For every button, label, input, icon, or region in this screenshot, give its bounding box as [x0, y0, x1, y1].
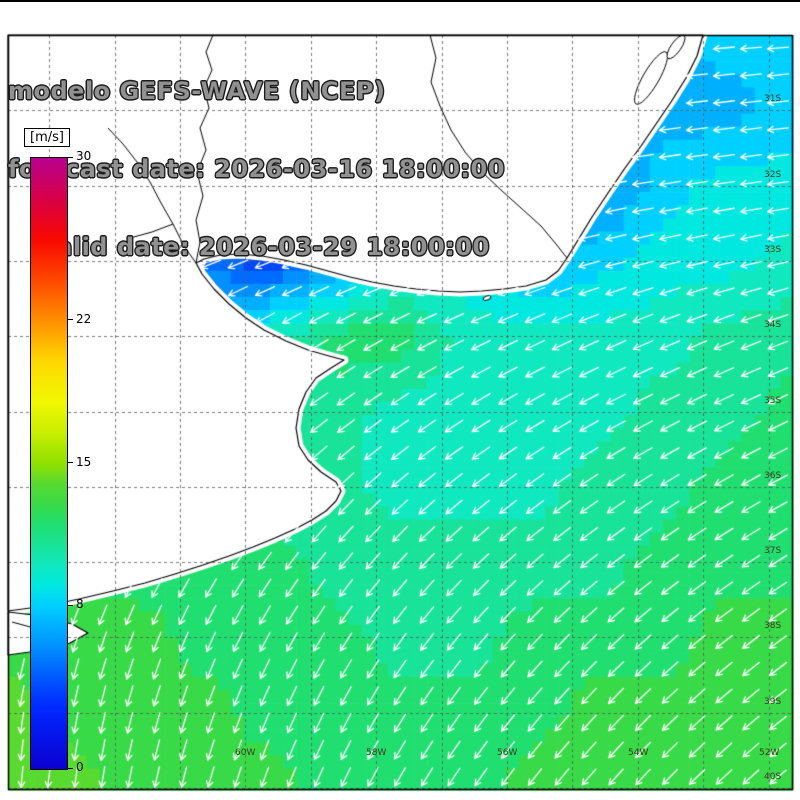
lat-label: 31S	[764, 94, 782, 104]
lat-label: 35S	[764, 396, 782, 406]
lat-label: 38S	[764, 621, 782, 631]
colorbar-tick-label: 30	[76, 149, 92, 163]
lon-label: 52W	[759, 748, 780, 758]
lon-label: 60W	[235, 748, 256, 758]
lat-label: 33S	[764, 245, 782, 255]
colorbar-gradient	[30, 157, 68, 770]
top-border-line	[0, 0, 800, 2]
lat-label: 37S	[764, 546, 782, 556]
colorbar-tick-mark	[67, 604, 73, 606]
lat-label: 32S	[764, 170, 782, 180]
lat-label: 39S	[764, 697, 782, 707]
lat-label: 40S	[764, 772, 782, 782]
lon-label: 54W	[628, 748, 649, 758]
colorbar-tick-mark	[67, 767, 73, 769]
colorbar-tick-label: 0	[76, 760, 84, 774]
valid-date: valid date: 2026-03-29 18:00:00	[40, 233, 490, 261]
model-title: modelo GEFS-WAVE (NCEP)	[8, 77, 386, 105]
colorbar-tick-mark	[67, 156, 73, 158]
colorbar-unit-box: [m/s]	[24, 128, 70, 147]
colorbar-tick-label: 15	[76, 454, 92, 469]
colorbar-tick-label: 8	[76, 597, 84, 612]
colorbar-tick-mark	[67, 319, 73, 321]
lon-label: 58W	[366, 748, 387, 758]
lat-label: 36S	[764, 471, 782, 481]
colorbar-tick-label: 22	[76, 311, 92, 326]
colorbar-tick-mark	[67, 462, 73, 463]
lon-label: 56W	[497, 748, 518, 758]
title-block: modelo GEFS-WAVE (NCEP) forecast date: 2…	[8, 26, 505, 312]
lat-label: 34S	[764, 320, 782, 330]
